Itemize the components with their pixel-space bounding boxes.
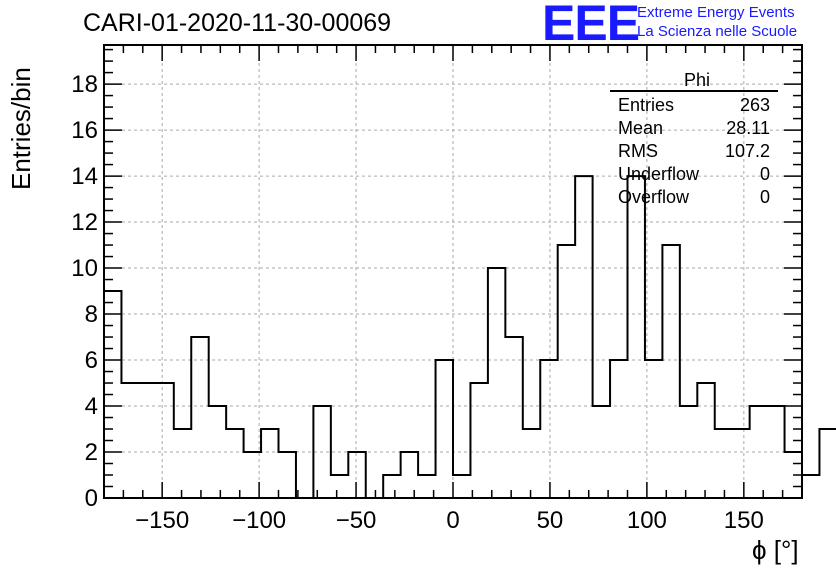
histogram-bin [348,452,365,498]
histogram-bin [261,429,278,498]
stats-label: Mean [618,118,664,138]
stats-box: Phi Entries 263 Mean 28.11 RMS 107.2 Und… [610,70,778,209]
histogram-bin [819,429,836,498]
histogram-bin [750,406,767,498]
stats-label: Underflow [618,164,700,184]
histogram-bin [313,406,330,498]
histogram-bin [453,475,470,498]
histogram-bin [697,383,714,498]
y-tick-label: 10 [71,255,98,282]
stats-value: 263 [739,95,770,115]
stats-value: 107.2 [724,141,770,161]
stats-value: 0 [759,164,770,184]
stats-title: Phi [683,70,710,90]
y-tick-label: 4 [85,393,98,420]
histogram-bin [610,360,627,498]
stats-row-underflow: Underflow 0 [610,163,778,186]
y-axis-label: Entries/bin [6,67,36,190]
x-tick-label: 150 [724,507,764,534]
histogram-bin [436,360,453,498]
histogram-bin [331,475,348,498]
x-axis-label: ϕ [°] [752,535,799,565]
stats-label: Entries [618,95,675,115]
histogram-bin [383,475,400,498]
histogram-bin [209,406,226,498]
stats-row-entries: Entries 263 [610,94,778,117]
x-tick-label: −100 [232,507,286,534]
stats-divider [610,90,778,92]
y-tick-label: 14 [71,163,98,190]
y-tick-label: 8 [85,301,98,328]
chart-title: CARI-01-2020-11-30-00069 [83,9,392,37]
histogram-bin [505,337,522,498]
histogram-bin [540,360,557,498]
histogram-bin [279,452,296,498]
histogram-bin [523,429,540,498]
y-tick-label: 16 [71,117,98,144]
x-tick-label: 100 [627,507,667,534]
histogram-bin [593,406,610,498]
x-tick-label: −150 [135,507,189,534]
histogram-bin [401,452,418,498]
stats-row-mean: Mean 28.11 [610,117,778,140]
x-tick-label: 0 [446,507,459,534]
logo-line-2: La Scienza nelle Scuole [637,23,798,40]
logo-line-1: Extreme Energy Events [637,4,795,21]
y-tick-label: 2 [85,439,98,466]
histogram-bin [767,406,784,498]
y-tick-label: 0 [85,485,98,512]
histogram-bin [470,383,487,498]
x-tick-label: 50 [537,507,564,534]
stats-label: Overflow [618,187,690,207]
stats-value: 28.11 [726,118,770,138]
histogram-bin [121,383,138,498]
y-tick-label: 18 [71,71,98,98]
stats-value: 0 [759,187,770,207]
histogram-bin [575,176,592,498]
histogram-bin [156,383,173,498]
x-tick-label: −50 [336,507,377,534]
histogram-bin [226,429,243,498]
histogram-bin [715,429,732,498]
stats-row-overflow: Overflow 0 [610,186,778,209]
histogram-outline [104,175,836,499]
histogram-bin [488,268,505,498]
stats-row-rms: RMS 107.2 [610,140,778,163]
histogram-bin [645,360,662,498]
histogram-bin [802,475,819,498]
histogram-bin [628,176,645,498]
histogram-bin [732,429,749,498]
stats-label: RMS [618,141,658,161]
histogram-bin [662,245,679,498]
histogram-bin [191,337,208,498]
y-tick-label: 12 [71,209,98,236]
histogram-bin [174,429,191,498]
histogram-bin [680,406,697,498]
histogram-bin [139,383,156,498]
histogram-bin [558,245,575,498]
eee-logo-text: Extreme Energy Events La Scienza nelle S… [637,3,797,41]
eee-logo: EEE [542,0,640,51]
y-tick-label: 6 [85,347,98,374]
